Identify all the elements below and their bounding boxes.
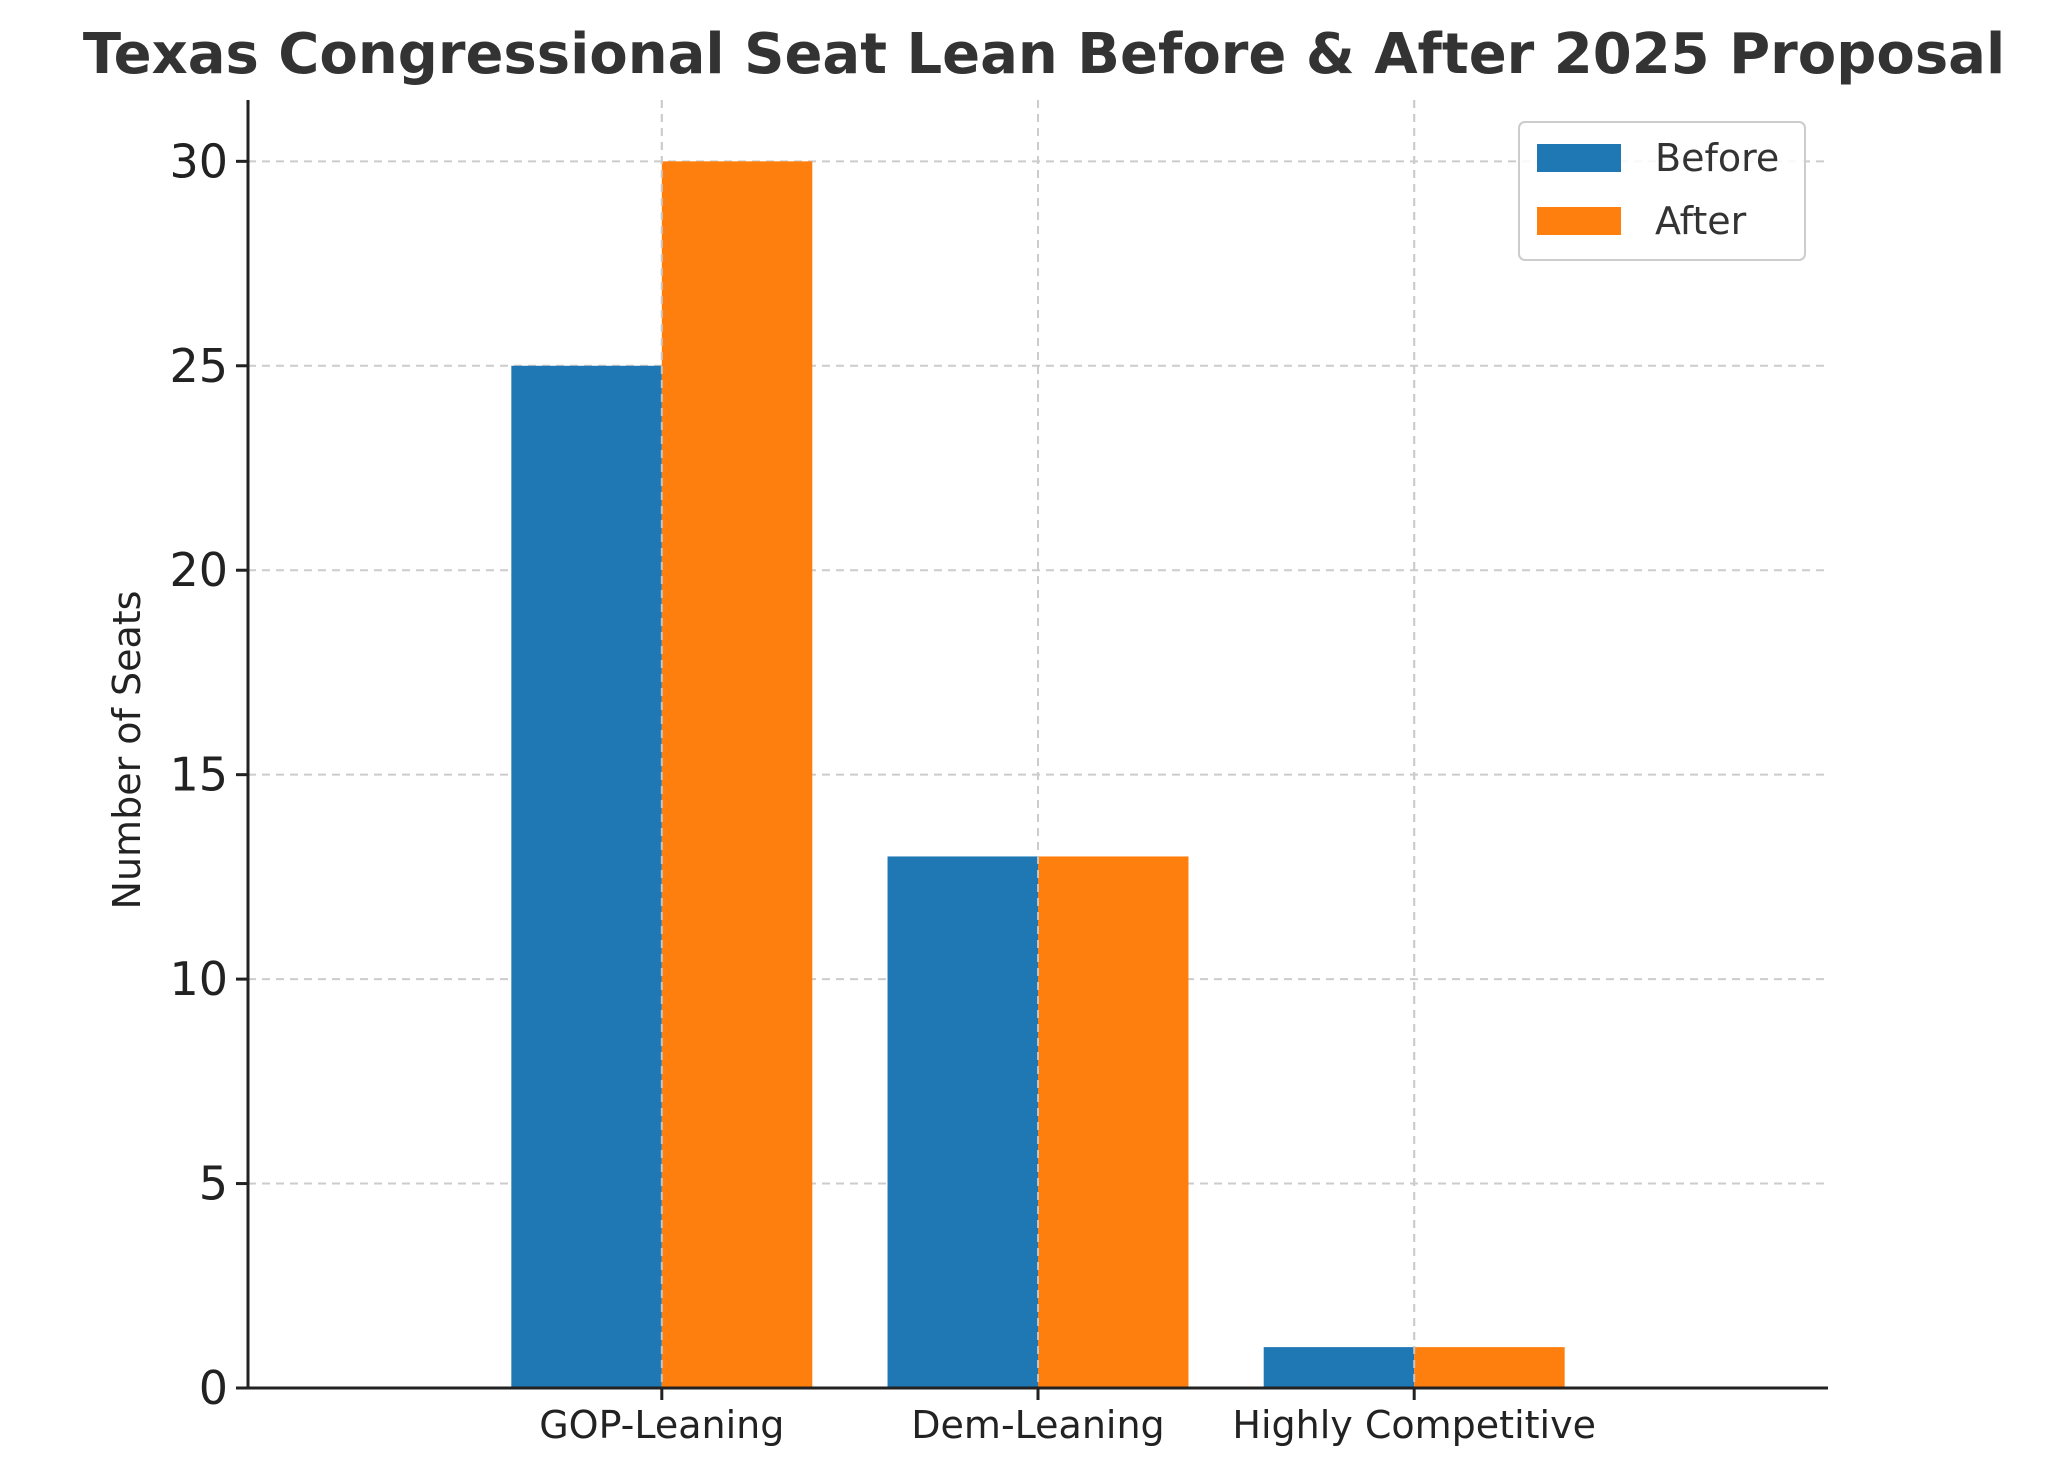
bar-before-dem-leaning [887,856,1038,1388]
y-tick-label: 15 [169,748,228,802]
y-axis-label: Number of Seats [105,591,149,910]
bar-before-gop-leaning [511,365,662,1388]
legend-label-after: After [1655,199,1747,243]
bars [511,100,1565,1388]
y-axis-ticks: 0 5 10 15 20 25 30 [169,134,248,1415]
y-tick-label: 20 [169,543,228,597]
bar-after-gop-leaning [661,161,813,1388]
y-tick-label: 5 [199,1157,228,1211]
legend-label-before: Before [1655,136,1779,180]
x-tick-label: Highly Competitive [1232,1403,1596,1447]
legend-swatch-before [1537,144,1621,172]
x-tick-label: GOP-Leaning [539,1403,784,1447]
y-tick-label: 30 [169,134,228,188]
bar-before-highly-competitive [1263,1347,1415,1388]
chart-title: Texas Congressional Seat Lean Before & A… [83,22,2005,87]
y-tick-label: 10 [169,952,228,1006]
x-axis-ticks: GOP-Leaning Dem-Leaning Highly Competitive [539,1388,1596,1447]
y-tick-label: 25 [169,339,228,393]
y-tick-label: 0 [199,1361,228,1415]
bar-after-highly-competitive [1414,1347,1565,1388]
x-tick-label: Dem-Leaning [911,1403,1164,1447]
bar-after-dem-leaning [1038,856,1189,1388]
legend: Before After [1518,121,1806,261]
legend-swatch-after [1537,207,1621,235]
